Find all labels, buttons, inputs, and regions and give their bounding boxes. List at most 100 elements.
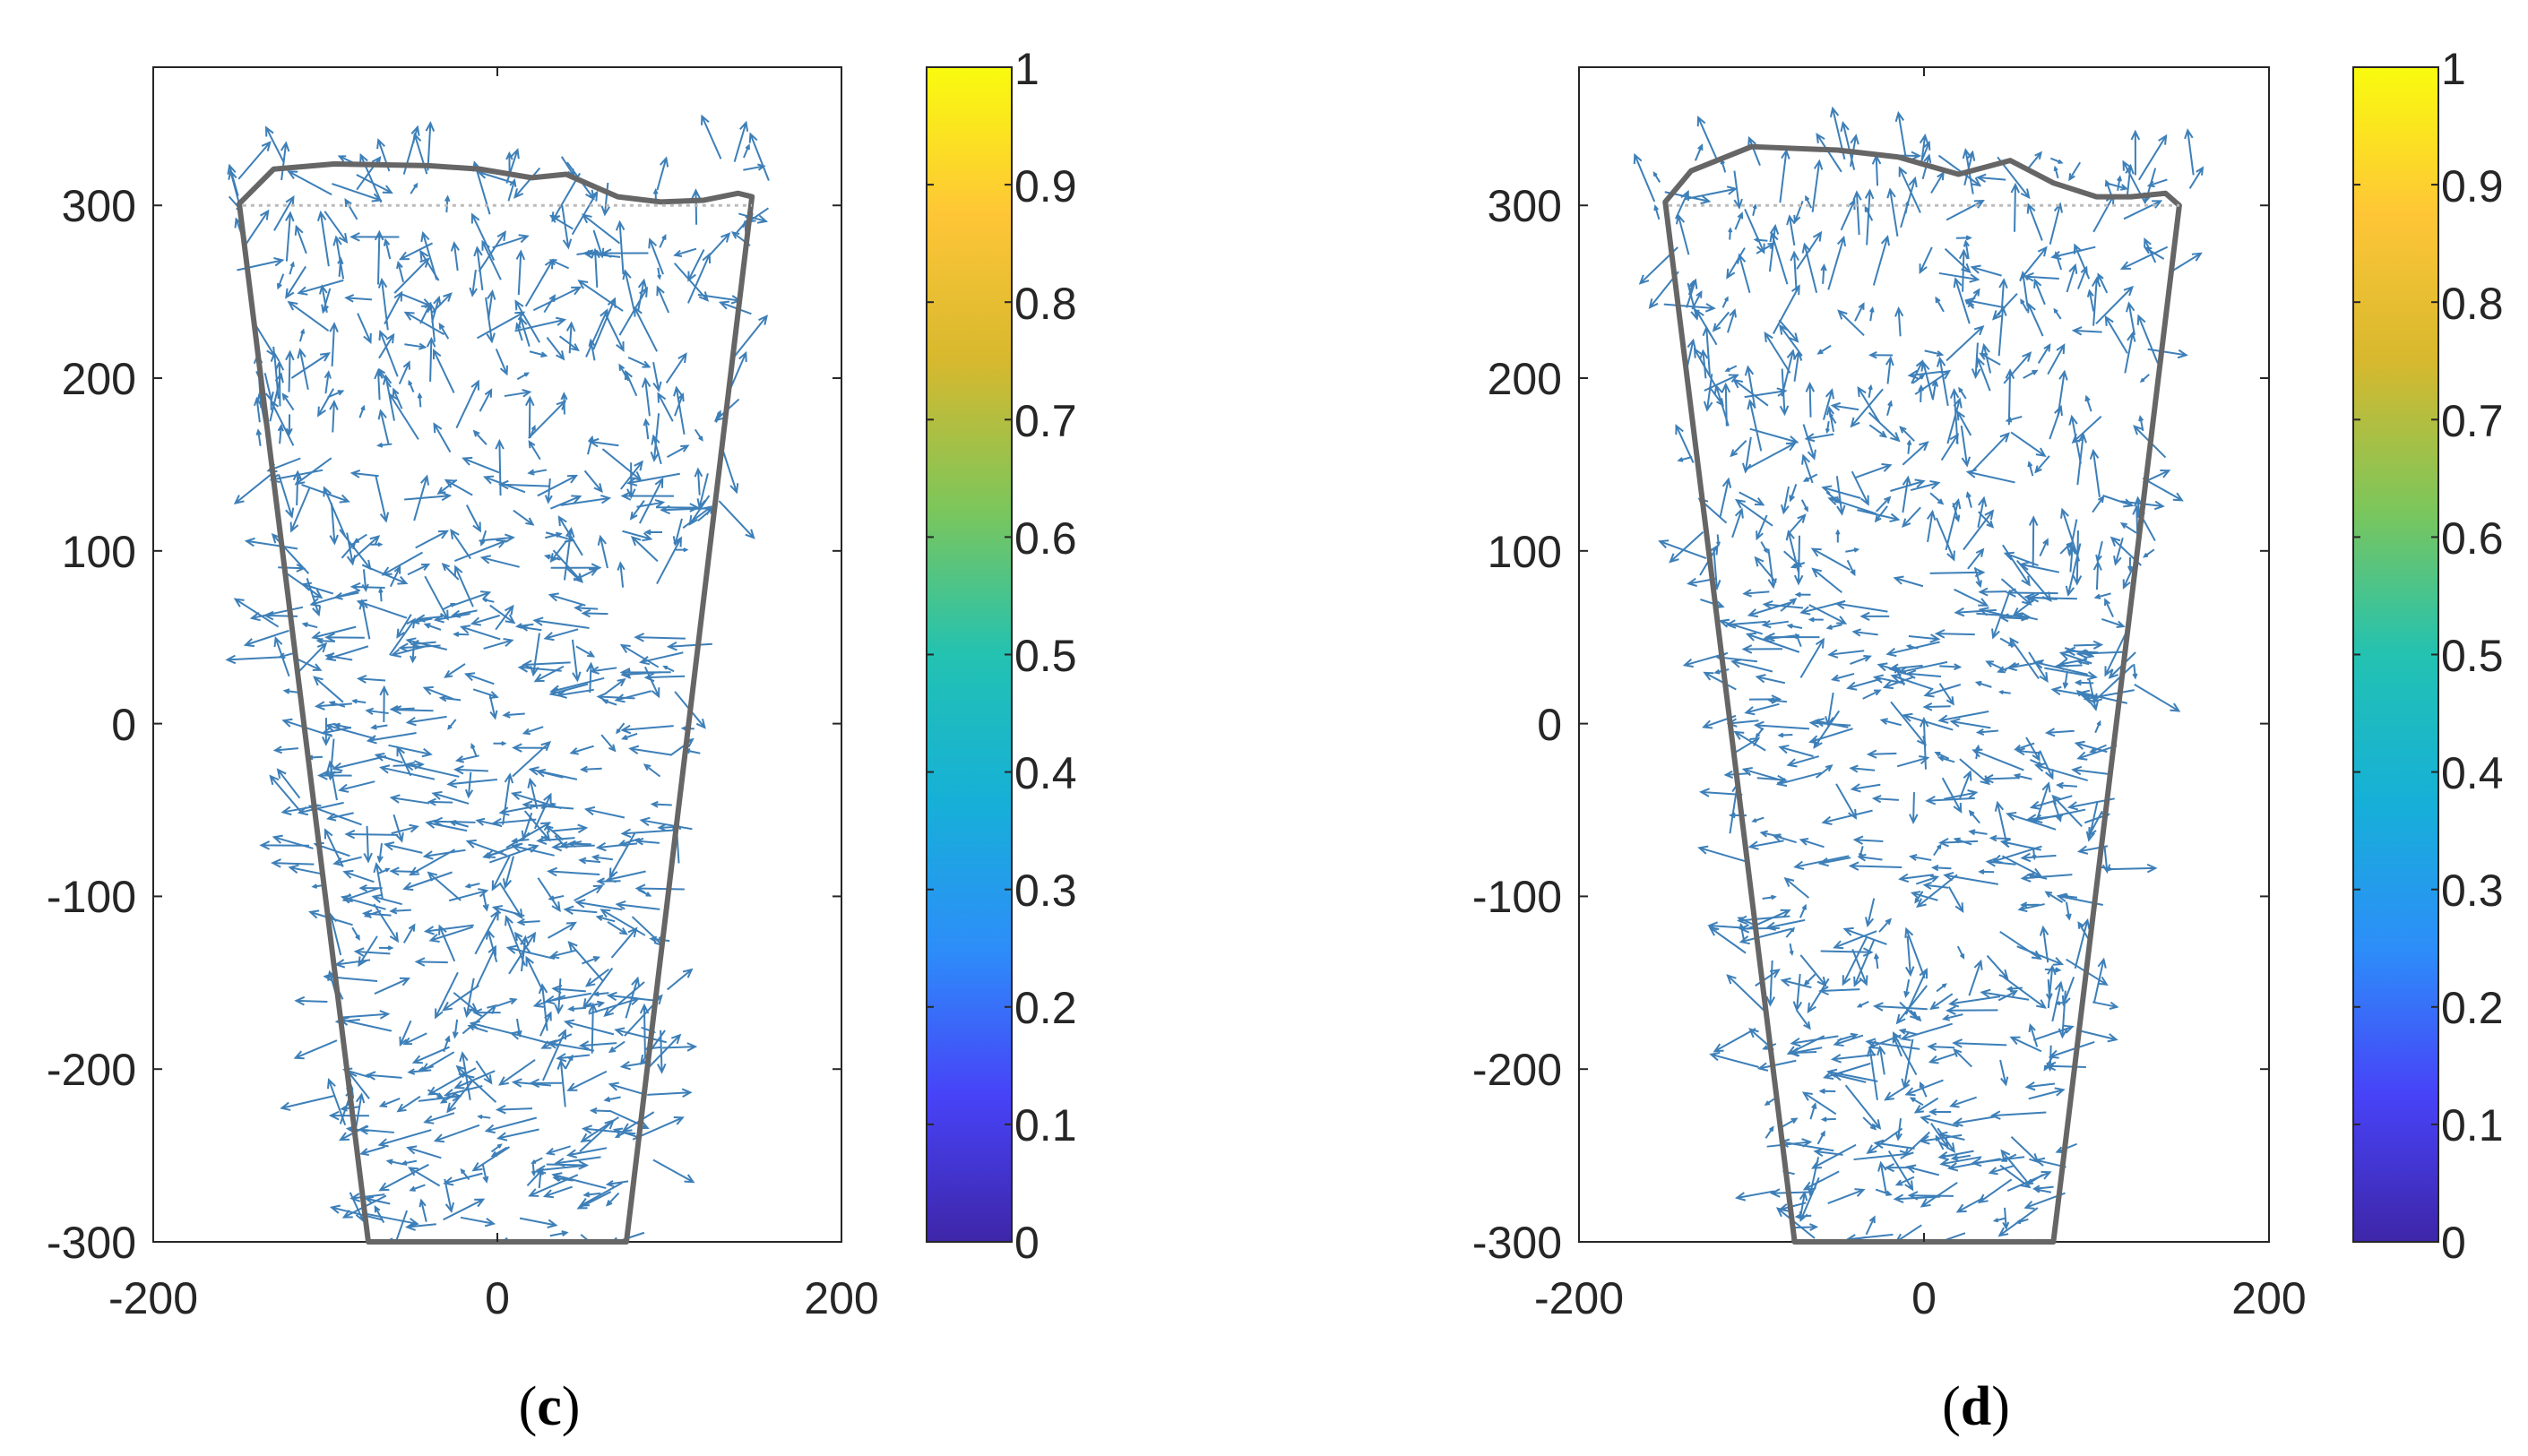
quiver-arrow <box>556 688 594 699</box>
quiver-arrow <box>2143 548 2155 558</box>
quiver-arrow <box>389 907 411 915</box>
quiver-arrow <box>391 1210 409 1242</box>
quiver-arrow <box>484 842 523 858</box>
quiver-arrow <box>432 349 455 393</box>
quiver-arrow <box>529 1078 563 1089</box>
quiver-arrow <box>410 639 436 648</box>
quiver-arrow <box>470 614 500 626</box>
quiver-arrow <box>2104 631 2127 677</box>
cb-d-tick-0.7: 0.7 <box>2441 396 2504 446</box>
quiver-arrow <box>323 486 346 537</box>
quiver-arrow <box>477 1114 491 1120</box>
quiver-arrow <box>694 428 703 442</box>
quiver-arrow <box>606 991 655 1002</box>
axes-box-d <box>1578 66 2270 1243</box>
quiver-arrow <box>294 224 307 254</box>
quiver-arrow <box>2015 1218 2029 1225</box>
quiver-arrow <box>443 1198 486 1221</box>
quiver-arrow <box>1747 840 1784 850</box>
quiver-arrow <box>578 1040 617 1050</box>
quiver-arrow <box>575 645 596 658</box>
quiver-arrow <box>511 838 530 844</box>
cb-c-tick-0.1: 0.1 <box>1014 1100 1077 1150</box>
quiver-arrow <box>405 715 447 727</box>
quiver-arrow <box>1730 440 1747 458</box>
quiver-arrow <box>1922 702 1951 711</box>
quiver-arrow <box>574 884 604 902</box>
quiver-arrow <box>1868 1034 1902 1049</box>
quiver-arrow <box>417 392 423 408</box>
quiver-arrow <box>254 396 262 423</box>
quiver-arrow <box>1878 918 1893 933</box>
quiver-arrow <box>378 587 384 602</box>
y-tick-d-300: 300 <box>1488 181 1562 231</box>
quiver-arrow <box>2071 326 2102 336</box>
quiver-arrow <box>270 399 295 446</box>
quiver-arrow <box>1965 491 1972 508</box>
quiver-arrow <box>452 1019 459 1039</box>
quiver-arrow <box>1778 745 1814 758</box>
quiver-arrow <box>2028 1023 2039 1047</box>
quiver-arrow <box>1965 469 2015 484</box>
quiver-arrow <box>349 469 379 478</box>
quiver-arrow <box>659 234 667 248</box>
quiver-arrow <box>285 265 307 299</box>
y-tick-c-neg300: -300 <box>47 1218 136 1268</box>
quiver-arrow <box>495 438 505 496</box>
quiver-arrow <box>1937 755 1955 763</box>
quiver-arrow <box>301 622 318 629</box>
quiver-arrow <box>516 372 531 381</box>
quiver-arrow <box>2188 166 2204 189</box>
quiver-arrow <box>1919 246 1933 274</box>
quiver-arrow <box>513 931 531 953</box>
quiver-arrow <box>462 1004 497 1035</box>
quiver-arrow <box>648 1033 682 1068</box>
quiver-arrow <box>2039 925 2049 963</box>
quiver-arrow <box>438 924 456 962</box>
quiver-arrow <box>576 249 595 256</box>
quiver-arrow <box>513 509 535 526</box>
quiver-arrow <box>1851 470 1869 506</box>
quiver-arrow <box>1904 200 1910 214</box>
quiver-arrow <box>1653 204 1661 220</box>
quiver-arrow <box>571 639 582 683</box>
quiver-arrow <box>491 904 525 918</box>
x-tick-c-0: 0 <box>485 1273 510 1323</box>
quiver-arrow <box>1846 559 1856 577</box>
quiver-arrow <box>1897 660 1948 676</box>
quiver-arrow <box>1875 495 1892 513</box>
quiver-arrow <box>1851 628 1878 637</box>
quiver-arrow <box>479 530 487 547</box>
quiver-arrow <box>666 641 712 651</box>
quiver-arrow <box>1919 1133 1963 1145</box>
axis-ticks-d <box>1578 67 2270 1243</box>
quiver-arrow <box>1935 1134 1945 1150</box>
cb-d-tick-0.8: 0.8 <box>2441 279 2504 329</box>
quiver-arrow <box>1873 952 1879 969</box>
quiver-arrow <box>329 322 339 366</box>
quiver-arrow <box>277 424 284 444</box>
quiver-arrow <box>657 267 662 280</box>
quiver-arrow <box>487 289 496 320</box>
quiver-arrow <box>324 828 344 867</box>
quiver-arrow <box>1904 1079 1944 1097</box>
quiver-arrow <box>379 945 394 951</box>
quiver-arrow <box>314 701 352 711</box>
cb-c-tick-0.2: 0.2 <box>1014 983 1077 1033</box>
quiver-arrow <box>1937 711 1989 724</box>
quiver-arrow <box>293 1039 338 1060</box>
quiver-arrow <box>292 470 303 506</box>
quiver-arrow <box>453 631 470 637</box>
quiver-arrow <box>398 642 441 652</box>
quiver-arrow <box>2074 679 2094 686</box>
cb-d-tick-0.5: 0.5 <box>2441 631 2504 681</box>
quiver-arrow <box>2074 918 2091 969</box>
quiver-arrow <box>1687 282 1700 321</box>
quiver-arrow <box>1911 374 1926 384</box>
quiver-arrow <box>273 194 295 231</box>
quiver-arrow <box>1699 349 1709 379</box>
quiver-arrow <box>2172 252 2203 271</box>
quiver-arrow <box>290 352 331 379</box>
quiver-arrow <box>1805 382 1816 418</box>
quiver-arrow <box>2023 369 2039 379</box>
